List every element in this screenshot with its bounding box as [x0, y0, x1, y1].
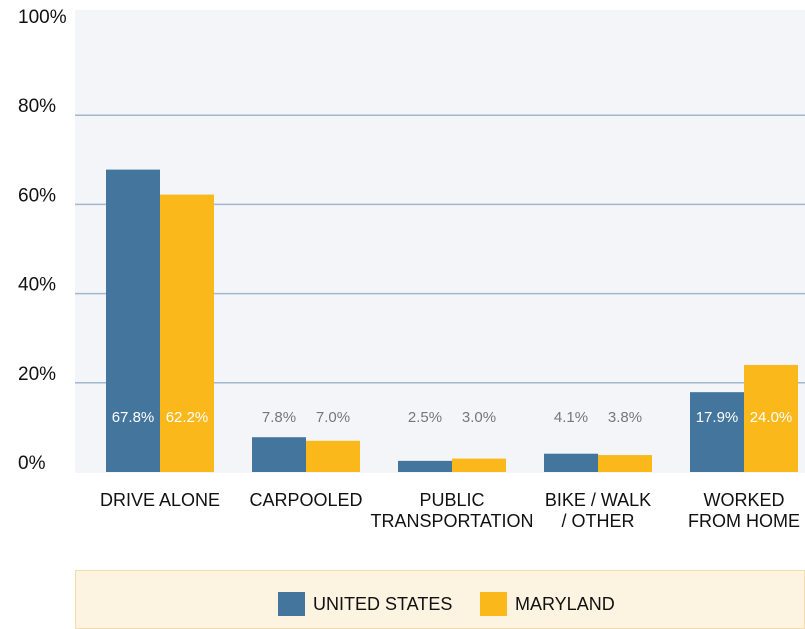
bar	[160, 194, 214, 472]
value-label: 3.8%	[608, 409, 642, 426]
y-tick-label: 80%	[18, 96, 56, 117]
legend-swatch	[480, 592, 507, 616]
value-label: 17.9%	[696, 409, 739, 426]
value-label: 4.1%	[554, 409, 588, 426]
bar	[398, 460, 452, 472]
value-label: 3.0%	[462, 409, 496, 426]
value-label: 24.0%	[750, 409, 793, 426]
legend-swatch	[278, 592, 305, 616]
legend-label: MARYLAND	[515, 594, 615, 614]
bar	[452, 458, 506, 472]
y-tick-label: 20%	[18, 364, 56, 385]
y-tick-label: 40%	[18, 275, 56, 296]
bar	[306, 440, 360, 472]
bar	[252, 437, 306, 472]
x-tick-label: BIKE / WALK / OTHER	[545, 490, 651, 531]
bar	[690, 392, 744, 472]
x-tick-label: WORKED FROM HOME	[688, 490, 800, 531]
bar	[598, 455, 652, 472]
bar	[544, 453, 598, 472]
value-label: 7.0%	[316, 409, 350, 426]
bar	[106, 169, 160, 472]
y-tick-label: 60%	[18, 185, 56, 206]
value-label: 7.8%	[262, 409, 296, 426]
value-label: 67.8%	[112, 409, 155, 426]
legend-label: UNITED STATES	[313, 594, 452, 614]
value-label: 62.2%	[166, 409, 209, 426]
x-tick-label: CARPOOLED	[249, 490, 362, 510]
bar	[744, 364, 798, 472]
y-tick-label: 100%	[18, 7, 67, 28]
value-label: 2.5%	[408, 409, 442, 426]
x-tick-label: PUBLIC TRANSPORTATION	[370, 490, 533, 531]
x-tick-label: DRIVE ALONE	[100, 490, 220, 510]
legend-box	[75, 570, 805, 629]
y-tick-label: 0%	[18, 453, 46, 474]
